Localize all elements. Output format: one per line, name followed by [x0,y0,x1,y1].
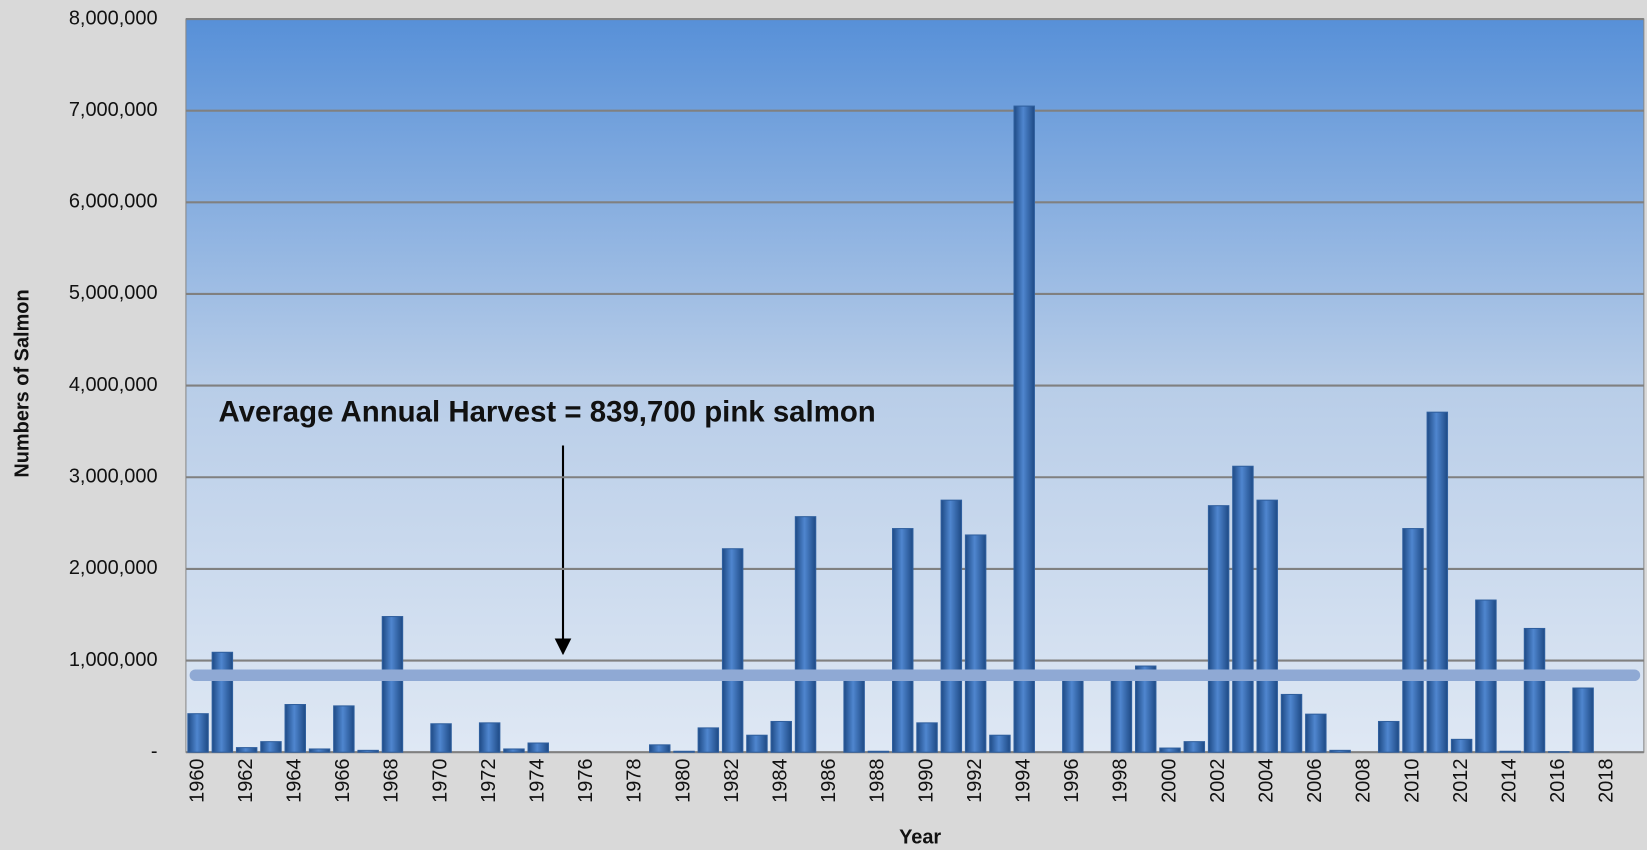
bar [1256,499,1278,753]
bar [1426,411,1449,753]
bar [964,534,987,753]
x-tick-label: 2014 [1498,758,1520,802]
bar [333,705,355,753]
bar [308,748,331,753]
x-tick-label: 1962 [235,758,257,802]
x-tick-label: 2002 [1207,758,1229,802]
bar [211,651,234,753]
y-tick-label: 5,000,000 [69,282,158,304]
bar [892,528,914,753]
x-tick-label: 2018 [1596,758,1618,802]
x-tick-label: 1982 [721,758,743,802]
y-axis-title: Numbers of Salmon [11,289,33,477]
annotation: Average Annual Harvest = 839,700 pink sa… [218,396,875,429]
bar [1280,693,1303,753]
y-tick-label: 1,000,000 [69,649,158,671]
x-tick-label: 1978 [624,758,646,802]
y-tick-label: 8,000,000 [69,7,158,29]
bar [1013,105,1035,753]
bar [260,741,282,753]
bar [770,720,792,753]
x-tick-label: 1986 [818,758,840,802]
bar [1450,738,1473,753]
x-tick-label: 1980 [672,758,694,802]
x-tick-label: 1968 [381,758,403,802]
bar [381,616,404,753]
bar [697,727,720,753]
y-tick-label: 3,000,000 [69,466,158,488]
bar [527,742,549,753]
x-tick-label: 1964 [284,758,306,802]
bar [430,723,452,753]
bar [1329,749,1351,753]
bar [1377,720,1400,753]
bar [235,747,258,753]
bar [1572,687,1594,753]
bar [1183,741,1206,753]
x-tick-label: 2006 [1304,758,1326,802]
bar [1402,528,1424,753]
bar [867,750,890,753]
x-tick-label: 1996 [1061,758,1083,802]
bar [746,734,768,753]
x-tick-label: 1966 [332,758,354,802]
x-tick-label: 1984 [770,758,792,802]
x-tick-label: 2004 [1255,758,1277,802]
x-tick-label: 1988 [867,758,889,802]
bar [1207,505,1230,753]
bar [843,678,865,753]
y-tick-label: - [151,740,158,762]
x-tick-label: 2010 [1401,758,1423,802]
x-tick-label: 1994 [1012,758,1034,802]
bar [1232,465,1254,753]
bar [1523,627,1546,753]
x-tick-label: 1998 [1110,758,1132,802]
x-tick-label: 1972 [478,758,500,802]
x-tick-label: 2008 [1353,758,1375,802]
bar [478,722,501,753]
bar [1159,747,1181,753]
bar [284,704,306,753]
bar [649,744,671,753]
y-tick-label: 2,000,000 [69,557,158,579]
bar [1499,750,1521,753]
bar [989,734,1011,753]
bar [794,516,817,753]
x-axis-title: Year [899,827,941,849]
y-tick-label: 7,000,000 [69,99,158,121]
bar [503,748,525,753]
x-tick-label: 1974 [527,758,549,802]
bar [1062,678,1084,753]
bar [940,499,963,753]
bar [1110,678,1133,753]
y-tick-label: 6,000,000 [69,191,158,213]
bar [1305,713,1327,753]
x-tick-label: 1992 [964,758,986,802]
bar [187,713,209,753]
x-tick-label: 1960 [186,758,208,802]
bar [916,722,938,753]
bar [1134,665,1157,753]
x-tick-label: 1990 [915,758,937,802]
bar [721,548,744,753]
x-tick-label: 2000 [1158,758,1180,802]
bar [673,750,695,753]
bar [357,749,379,753]
x-tick-label: 1970 [429,758,451,802]
x-tick-label: 2012 [1450,758,1472,802]
x-tick-label: 1976 [575,758,597,802]
y-tick-label: 4,000,000 [69,374,158,396]
x-tick-label: 2016 [1547,758,1569,802]
